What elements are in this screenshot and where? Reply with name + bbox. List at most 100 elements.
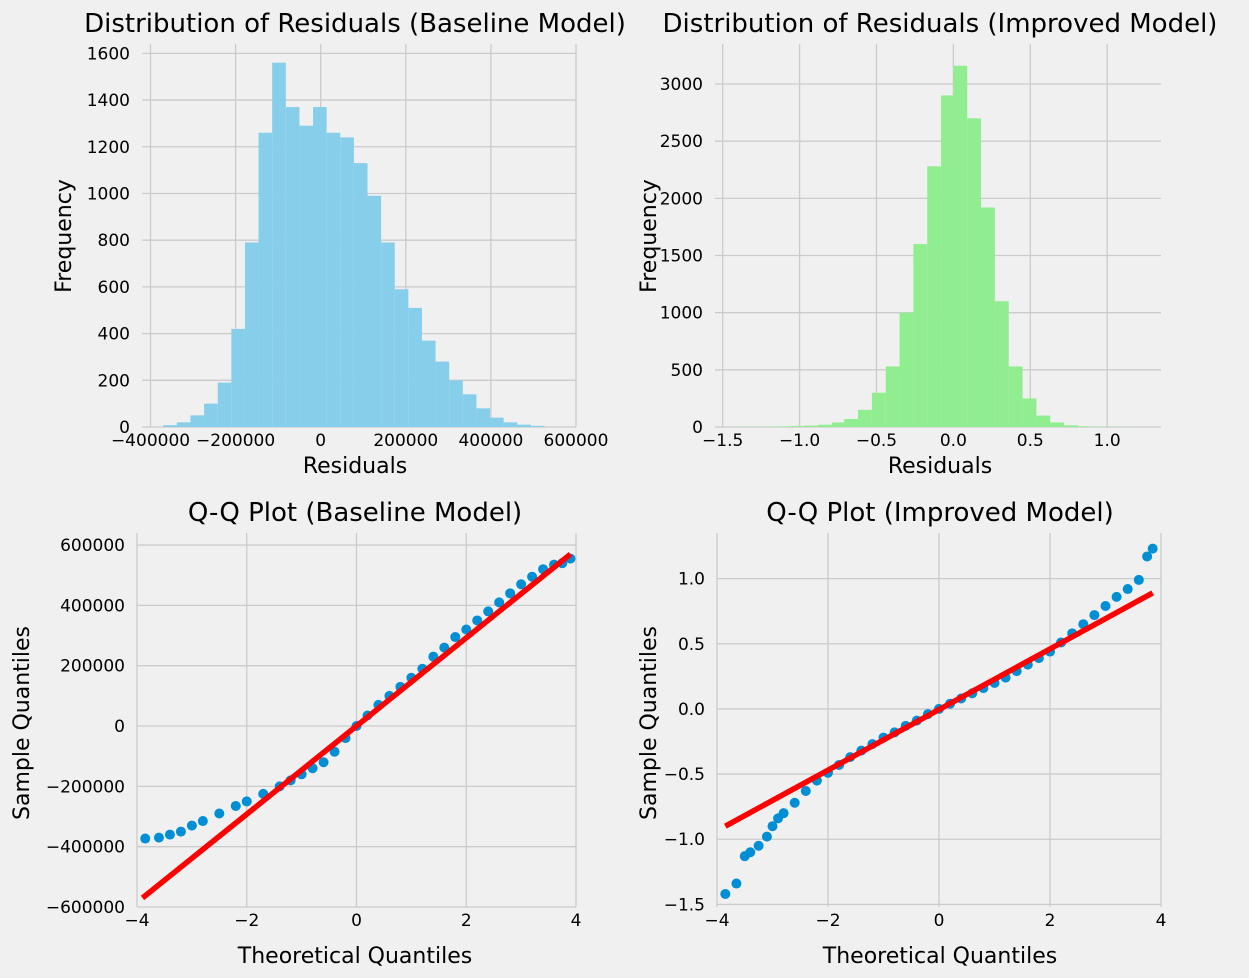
qq-baseline-point — [516, 579, 527, 590]
hist-improved-bar — [776, 426, 791, 427]
hist-baseline-y-tick-label: 0 — [119, 418, 130, 438]
qq-baseline-point — [483, 606, 494, 617]
qq-improved-y-tick-label: 0.0 — [678, 700, 705, 720]
qq-improved-title: Q-Q Plot (Improved Model) — [766, 498, 1114, 528]
qq-improved-x-tick-label: 0 — [934, 911, 945, 931]
hist-improved-bar — [818, 424, 832, 427]
qq-improved-point — [1089, 610, 1100, 621]
hist-improved-bar — [1077, 426, 1092, 427]
hist-improved-bar — [1064, 425, 1078, 427]
hist-baseline-bar — [258, 132, 273, 427]
hist-improved-ylabel: Frequency — [637, 179, 662, 293]
qq-improved-point — [778, 808, 789, 819]
qq-improved-point — [1147, 543, 1158, 554]
hist-baseline-bar — [176, 422, 191, 427]
qq-improved-point — [720, 888, 731, 899]
hist-baseline-bar — [449, 380, 463, 427]
qq-baseline-y-tick-label: −400000 — [46, 838, 125, 858]
qq-improved-point — [1133, 574, 1144, 585]
hist-improved-bar — [804, 425, 819, 427]
hist-baseline-bar — [285, 107, 300, 428]
qq-baseline-point — [153, 832, 164, 843]
qq-baseline-x-tick-label: 0 — [351, 911, 362, 931]
hist-baseline-bar — [476, 408, 491, 427]
qq-baseline-panel: Q-Q Plot (Baseline Model) Theoretical Qu… — [10, 498, 581, 969]
hist-improved-x-tick-label: 1.0 — [1094, 431, 1121, 451]
hist-baseline-bar — [530, 425, 545, 427]
hist-improved-xlabel: Residuals — [888, 454, 992, 479]
hist-baseline-title: Distribution of Residuals (Baseline Mode… — [84, 9, 626, 39]
hist-improved-y-tick-label: 500 — [671, 361, 703, 381]
qq-improved-point — [731, 878, 742, 889]
hist-improved-y-tick-label: 1500 — [660, 247, 703, 267]
qq-baseline-y-tick-label: 400000 — [60, 596, 125, 616]
qq-baseline-point — [186, 820, 197, 831]
qq-baseline-point — [450, 632, 461, 643]
hist-improved-title: Distribution of Residuals (Improved Mode… — [663, 9, 1218, 39]
qq-baseline-point — [214, 808, 225, 819]
hist-baseline-xlabel: Residuals — [303, 454, 407, 479]
hist-baseline-y-tick-label: 200 — [98, 371, 130, 391]
qq-baseline-x-tick-label: −4 — [124, 911, 149, 931]
qq-baseline-y-tick-label: 600000 — [60, 536, 125, 556]
hist-baseline-y-tick-label: 400 — [98, 325, 130, 345]
hist-baseline-y-tick-label: 600 — [98, 278, 130, 298]
qq-improved-point — [1100, 600, 1111, 611]
hist-baseline-bar — [313, 107, 327, 428]
hist-improved-bar — [1022, 398, 1037, 427]
hist-improved-bar — [1050, 422, 1065, 427]
hist-baseline-bar — [408, 307, 422, 427]
qq-baseline-x-tick-label: 2 — [461, 911, 472, 931]
qq-improved-x-tick-label: 2 — [1045, 911, 1056, 931]
hist-baseline-x-tick-label: 400000 — [458, 431, 523, 451]
hist-improved-bar — [981, 207, 995, 427]
hist-improved-y-tick-label: 0 — [692, 418, 703, 438]
hist-improved-bar — [913, 244, 928, 427]
hist-improved-bar — [831, 422, 845, 427]
qq-improved-y-tick-label: 1.0 — [678, 570, 705, 590]
qq-baseline-xlabel: Theoretical Quantiles — [237, 944, 472, 969]
hist-improved-bar — [994, 301, 1009, 427]
qq-baseline-point — [461, 624, 472, 635]
qq-baseline-point — [505, 588, 516, 599]
hist-baseline-bar — [272, 62, 286, 428]
hist-baseline-bar — [394, 289, 409, 427]
hist-baseline-bar — [244, 242, 259, 427]
hist-improved-bar — [927, 166, 942, 427]
qq-baseline-marks — [140, 551, 576, 901]
qq-improved-point — [1111, 591, 1122, 602]
qq-improved-y-tick-label: −0.5 — [664, 765, 705, 785]
qq-baseline-point — [527, 571, 538, 582]
qq-improved-point — [745, 847, 756, 858]
hist-baseline-bar — [163, 425, 177, 427]
hist-baseline-x-tick-label: 0 — [315, 431, 326, 451]
hist-baseline-bar — [367, 195, 382, 427]
hist-improved-bar — [1036, 415, 1051, 427]
qq-baseline-point — [241, 796, 252, 807]
qq-improved-x-tick-label: −2 — [815, 911, 840, 931]
hist-baseline-ylabel: Frequency — [52, 179, 77, 293]
hist-baseline-bar — [381, 242, 395, 427]
hist-improved-x-tick-label: −1.5 — [702, 431, 743, 451]
qq-improved-point — [1122, 584, 1133, 595]
hist-improved-bar — [967, 118, 982, 428]
qq-baseline-point — [164, 829, 175, 840]
qq-baseline-point — [230, 800, 241, 811]
hist-baseline-y-tick-label: 1200 — [87, 138, 130, 158]
hist-improved-bar — [953, 65, 968, 428]
hist-improved-bar — [844, 418, 859, 427]
hist-baseline-panel: Distribution of Residuals (Baseline Mode… — [52, 9, 626, 479]
hist-baseline-bar — [326, 132, 341, 427]
qq-baseline-point — [175, 826, 186, 837]
qq-improved-x-tick-label: 4 — [1156, 911, 1167, 931]
qq-baseline-point — [494, 597, 505, 608]
hist-baseline-bar — [517, 424, 531, 427]
hist-improved-bar — [941, 95, 954, 428]
qq-baseline-point — [472, 615, 483, 626]
hist-baseline-bar — [190, 415, 205, 427]
hist-improved-bar — [858, 409, 872, 427]
hist-baseline-bar — [217, 382, 232, 427]
hist-baseline-y-tick-label: 1600 — [87, 44, 130, 64]
hist-baseline-bar — [299, 125, 314, 428]
